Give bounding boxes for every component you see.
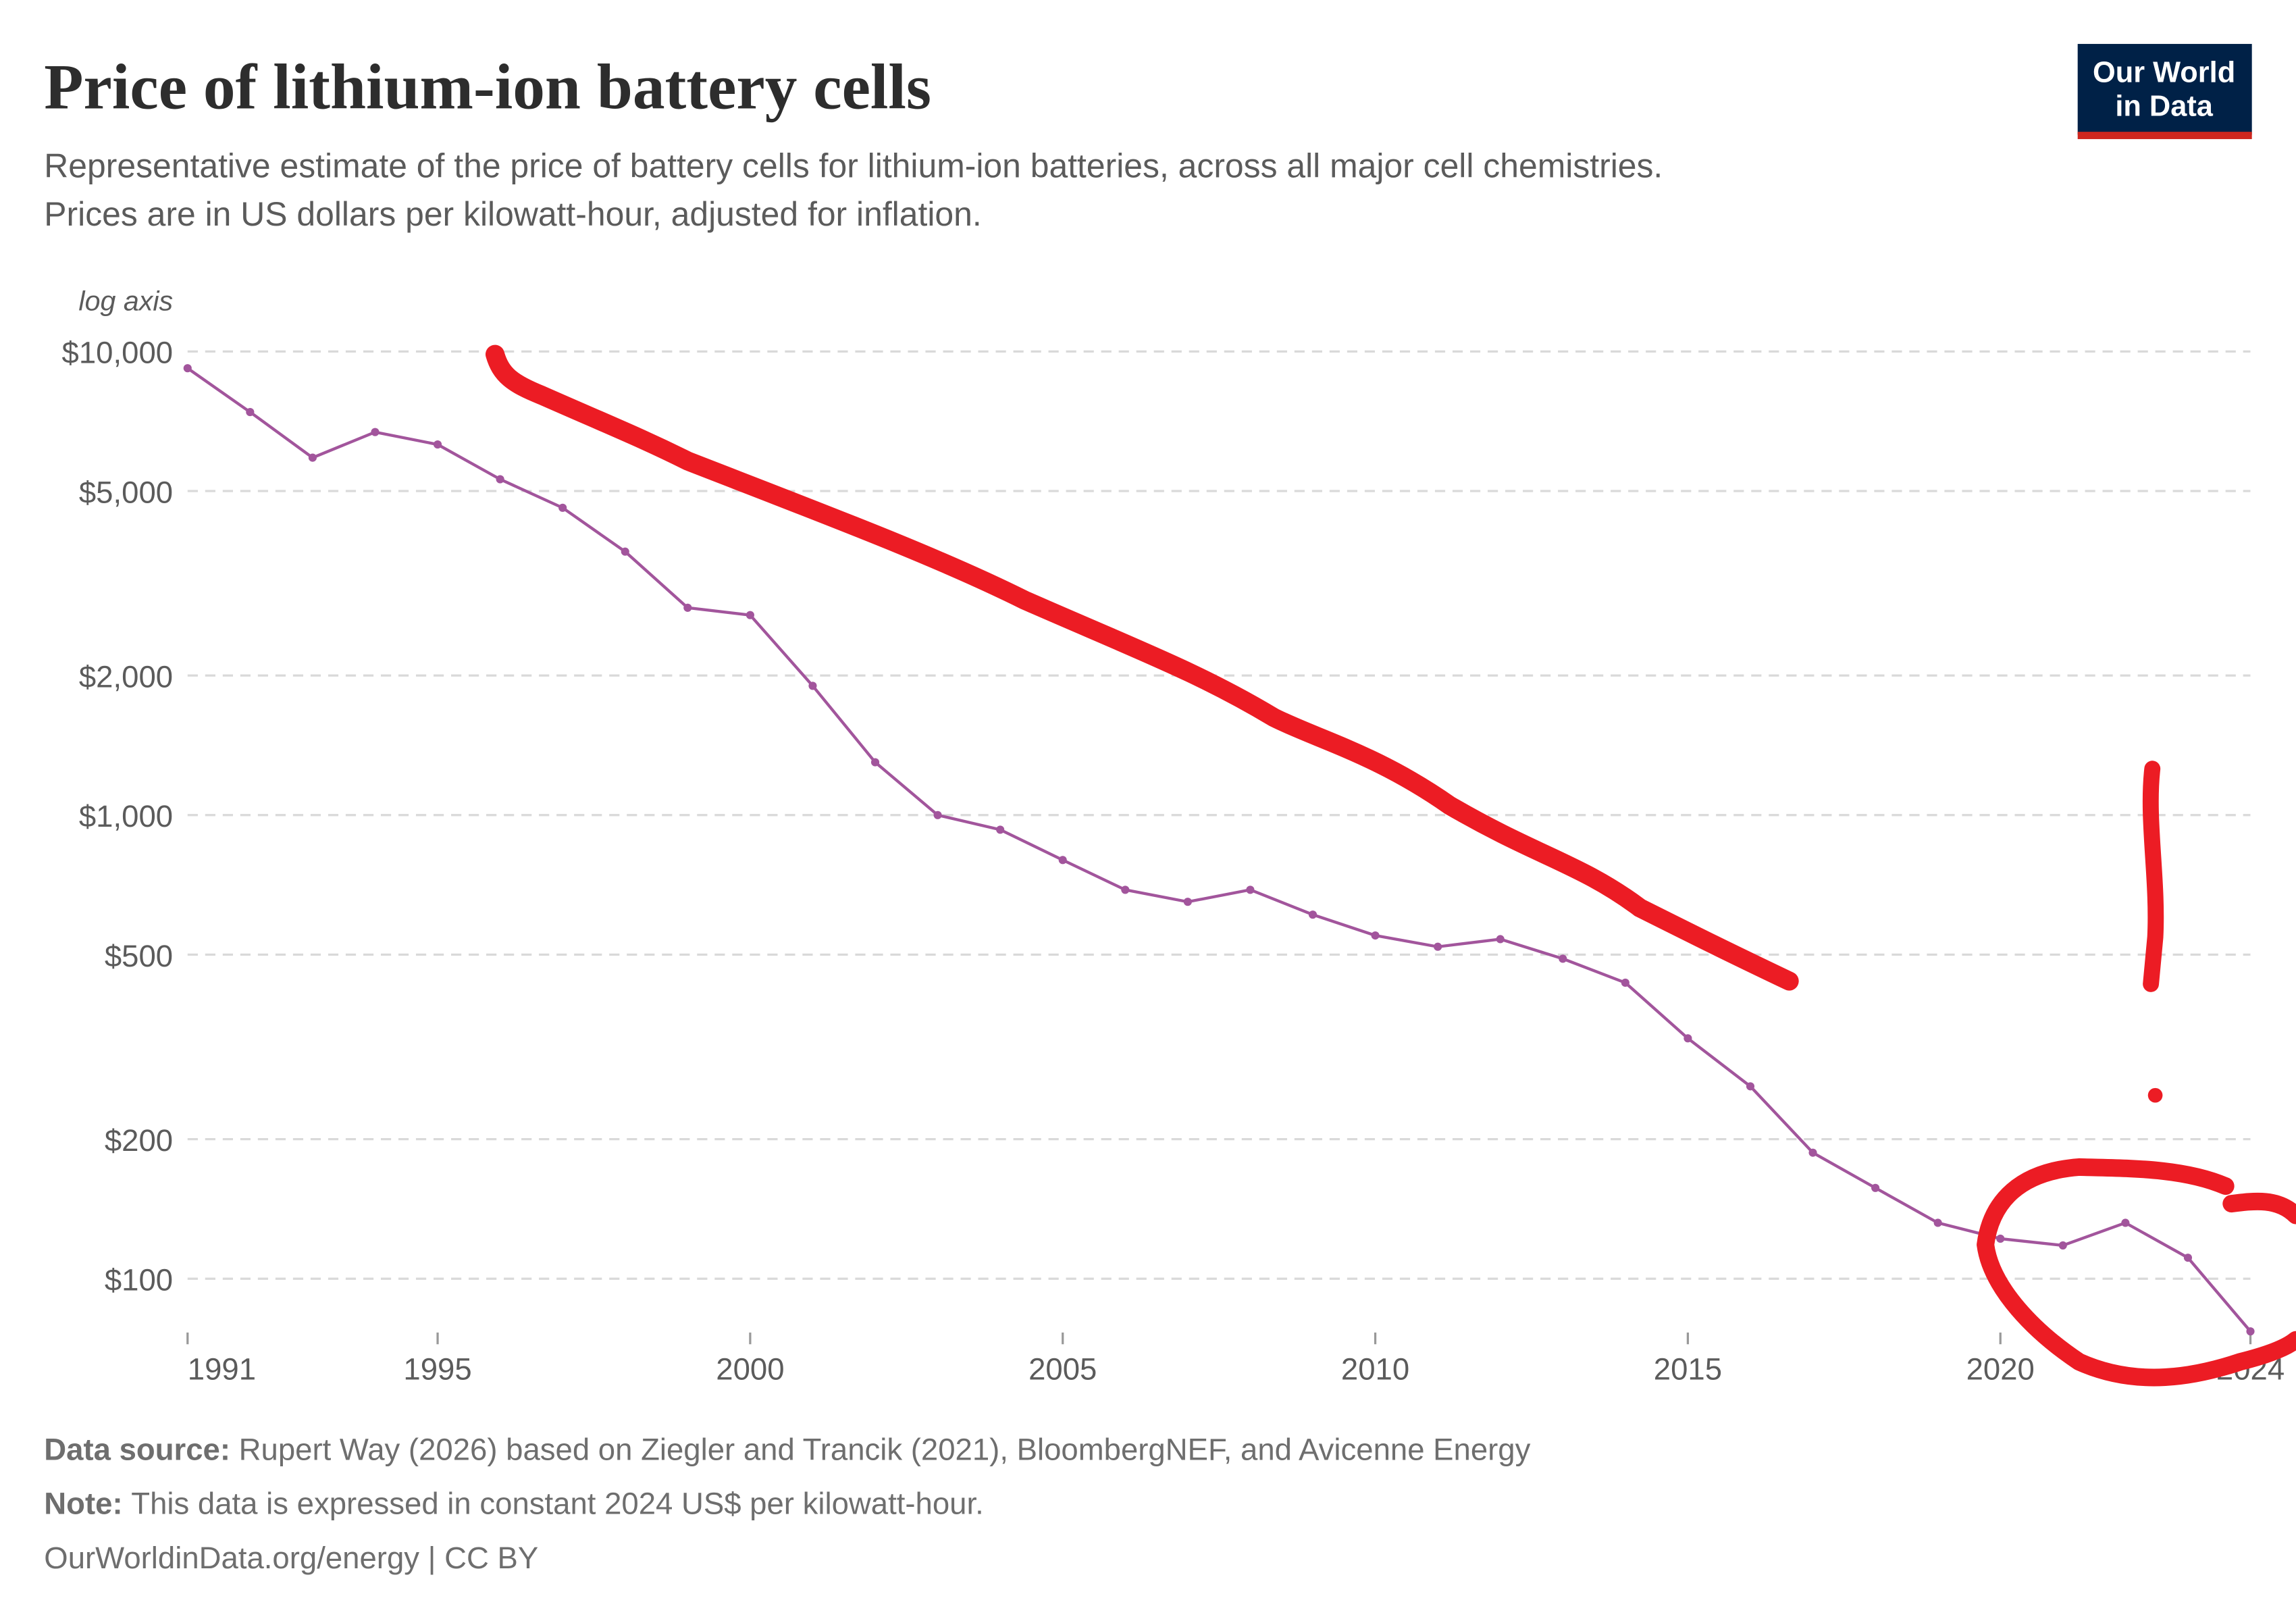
y-tick-label: $500 bbox=[105, 939, 173, 973]
note-label: Note: bbox=[44, 1487, 122, 1521]
axis-note: log axis bbox=[78, 286, 173, 317]
data-point bbox=[1996, 1234, 2005, 1243]
subtitle: Representative estimate of the price of … bbox=[44, 147, 1663, 184]
data-point bbox=[1246, 885, 1255, 894]
data-point bbox=[2121, 1218, 2130, 1227]
annotation-scribbles bbox=[485, 344, 2296, 1387]
scribble-dot bbox=[2147, 1087, 2163, 1103]
data-point bbox=[371, 428, 380, 436]
scribble-arrow bbox=[485, 344, 1799, 991]
logo[interactable]: Our World in Data bbox=[2077, 44, 2252, 139]
y-tick-label: $10,000 bbox=[62, 336, 174, 370]
note-text: This data is expressed in constant 2024 … bbox=[131, 1487, 983, 1521]
data-point bbox=[2058, 1241, 2067, 1250]
chart-title: Price of lithium-ion battery cells bbox=[44, 51, 931, 122]
scribble-stroke bbox=[2222, 1192, 2296, 1225]
x-tick-label: 2010 bbox=[1341, 1352, 1409, 1386]
data-point bbox=[1684, 1034, 1692, 1043]
logo-bar bbox=[2077, 132, 2252, 139]
data-point bbox=[558, 503, 567, 512]
x-tick-label: 2000 bbox=[716, 1352, 784, 1386]
x-tick-label: 1995 bbox=[403, 1352, 471, 1386]
source-label: Data source: bbox=[44, 1433, 230, 1467]
x-tick-label: 2005 bbox=[1028, 1352, 1097, 1386]
data-point bbox=[933, 810, 942, 819]
logo-text: Our World bbox=[2093, 56, 2235, 88]
data-point bbox=[1121, 885, 1130, 894]
data-point bbox=[746, 611, 754, 619]
source: Data source: Rupert Way (2026) based on … bbox=[44, 1433, 1530, 1467]
data-point bbox=[496, 475, 504, 484]
footer: OurWorldinData.org/energy | CC BY bbox=[44, 1541, 538, 1575]
data-point bbox=[621, 547, 629, 556]
x-tick-label: 2020 bbox=[1966, 1352, 2035, 1386]
scribble-exclamation bbox=[2142, 761, 2164, 992]
data-point bbox=[1808, 1148, 1817, 1157]
data-point bbox=[1058, 856, 1067, 865]
x-tick-label: 1991 bbox=[188, 1352, 256, 1386]
note: Note: This data is expressed in constant… bbox=[44, 1487, 983, 1521]
data-point bbox=[308, 453, 317, 462]
logo-text: in Data bbox=[2115, 90, 2213, 122]
scribble-circle bbox=[1977, 1158, 2296, 1387]
data-point bbox=[1559, 954, 1567, 963]
data-point bbox=[1933, 1218, 1942, 1227]
data-point bbox=[1746, 1082, 1755, 1091]
data-point bbox=[808, 681, 817, 690]
data-point bbox=[2246, 1327, 2255, 1336]
data-point bbox=[1308, 910, 1317, 919]
y-tick-label: $1,000 bbox=[79, 799, 173, 833]
data-point bbox=[1371, 931, 1380, 940]
data-point bbox=[1434, 942, 1442, 951]
data-point bbox=[1496, 935, 1505, 944]
subtitle: Prices are in US dollars per kilowatt-ho… bbox=[44, 195, 981, 233]
data-point bbox=[870, 758, 880, 767]
data-point bbox=[1183, 898, 1192, 906]
data-point bbox=[433, 440, 442, 449]
logo-box bbox=[2077, 44, 2252, 135]
data-point bbox=[996, 825, 1005, 834]
source-text: Rupert Way (2026) based on Ziegler and T… bbox=[239, 1433, 1531, 1467]
data-point bbox=[183, 364, 192, 373]
y-tick-label: $100 bbox=[105, 1263, 173, 1297]
y-tick-label: $200 bbox=[105, 1123, 173, 1158]
data-point bbox=[683, 603, 692, 612]
data-point bbox=[246, 408, 255, 417]
data-point bbox=[1871, 1183, 1880, 1192]
plot: $10,000 $5,000 $2,000 $1,000 $500 $200 $100 199… bbox=[62, 336, 2285, 1387]
y-tick-label: $5,000 bbox=[79, 475, 173, 509]
x-tick-label: 2015 bbox=[1654, 1352, 1722, 1386]
data-point bbox=[1621, 978, 1629, 987]
y-tick-label: $2,000 bbox=[79, 659, 173, 694]
series-line bbox=[186, 367, 2252, 1333]
data-point bbox=[2183, 1254, 2193, 1262]
